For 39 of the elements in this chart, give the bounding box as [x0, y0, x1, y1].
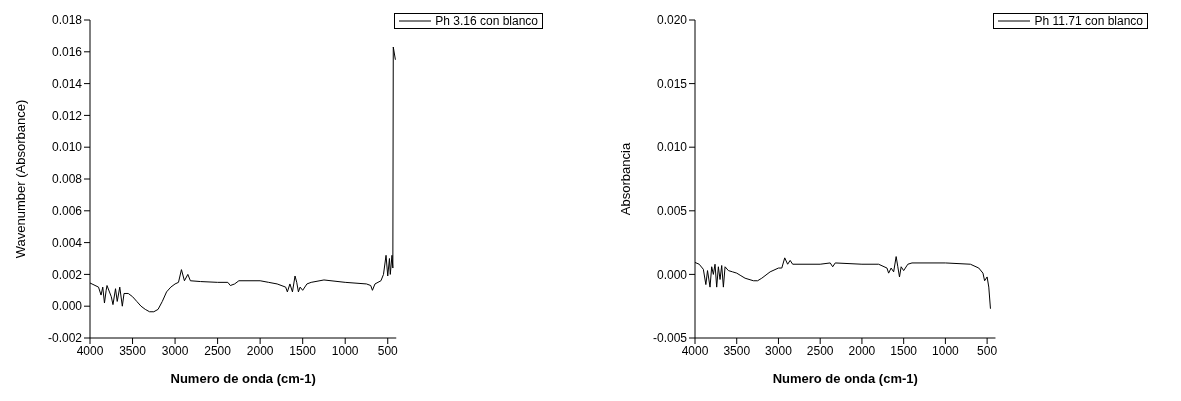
y-axis-title: Absorbancia: [617, 142, 633, 216]
x-tick-label: 1000: [932, 343, 960, 358]
y-tick-label: 0.000: [51, 299, 83, 314]
y-tick-label: 0.002: [51, 267, 83, 282]
y-tick-label: 0.004: [51, 235, 83, 250]
y-tick-label: 0.000: [656, 267, 688, 282]
y-tick-label: 0.008: [51, 172, 83, 187]
y-tick-label: 0.015: [656, 76, 688, 91]
x-tick-label: 1500: [289, 343, 317, 358]
x-tick-label: 3500: [723, 343, 751, 358]
y-tick-label: 0.010: [656, 140, 688, 155]
y-tick-label: 0.016: [51, 45, 83, 60]
x-tick-label: 500: [377, 343, 399, 358]
x-tick-label: 500: [977, 343, 998, 358]
x-tick-label: 2000: [246, 343, 274, 358]
x-tick-label: 3500: [119, 343, 147, 358]
x-tick-label: 2500: [806, 343, 834, 358]
x-tick-label: 2500: [204, 343, 232, 358]
y-tick-label: 0.005: [656, 204, 688, 219]
x-tick-label: 1000: [331, 343, 359, 358]
x-tick-label: 3000: [161, 343, 189, 358]
y-tick-label: 0.012: [51, 108, 83, 123]
y-tick-label: 0.020: [656, 13, 688, 28]
legend-label: Ph 11.71 con blanco: [1034, 14, 1143, 28]
x-tick-label: 2000: [848, 343, 876, 358]
x-axis-title: Numero de onda (cm-1): [772, 371, 918, 386]
x-tick-label: 3000: [765, 343, 793, 358]
y-axis-title: Wavenumber (Absorbance): [12, 99, 28, 259]
y-tick-label: -0.005: [652, 331, 688, 346]
y-tick-label: -0.002: [47, 331, 83, 346]
x-tick-label: 4000: [681, 343, 709, 358]
legend-label: Ph 3.16 con blanco: [435, 14, 538, 28]
x-axis-title: Numero de onda (cm-1): [170, 371, 316, 386]
y-tick-label: 0.014: [51, 76, 83, 91]
y-tick-label: 0.010: [51, 140, 83, 155]
y-tick-label: 0.018: [51, 13, 83, 28]
x-tick-label: 4000: [76, 343, 104, 358]
x-tick-label: 1500: [890, 343, 918, 358]
y-tick-label: 0.006: [51, 204, 83, 219]
